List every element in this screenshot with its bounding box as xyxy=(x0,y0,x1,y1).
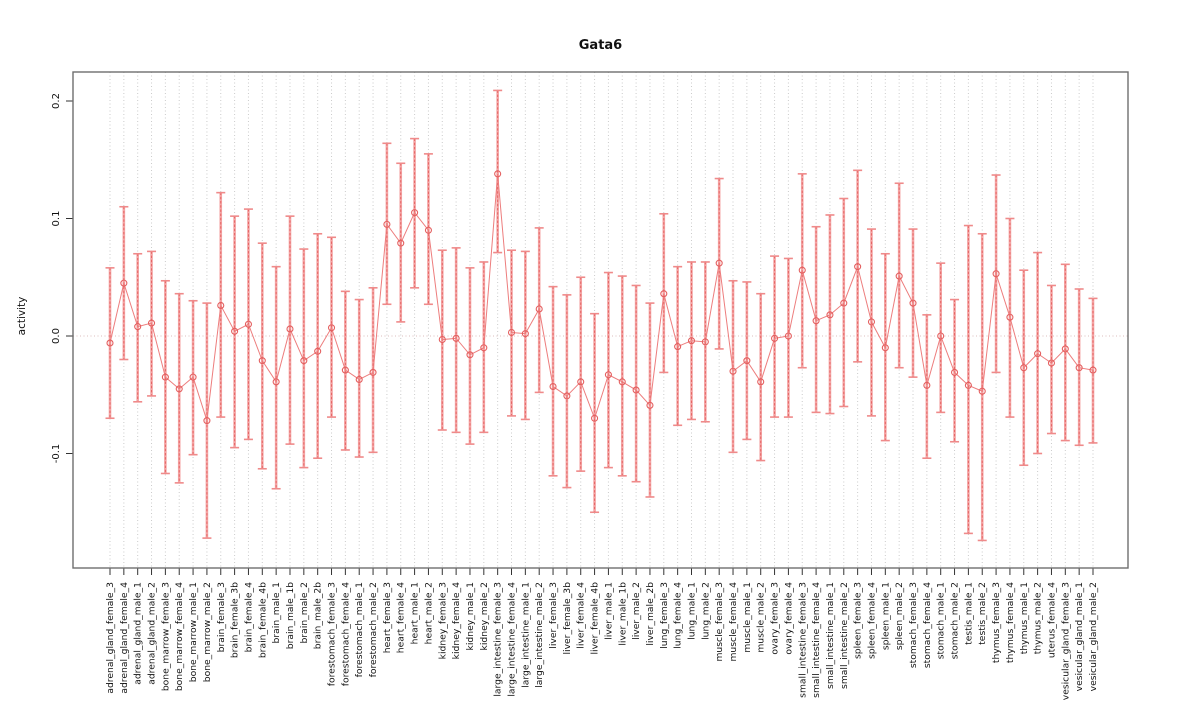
svg-text:uterus_female_4: uterus_female_4 xyxy=(1046,582,1057,658)
svg-text:muscle_male_2: muscle_male_2 xyxy=(756,582,767,653)
svg-text:muscle_female_4: muscle_female_4 xyxy=(728,582,739,662)
svg-text:stomach_female_3: stomach_female_3 xyxy=(908,582,919,668)
svg-text:bone_marrow_female_4: bone_marrow_female_4 xyxy=(174,582,185,691)
svg-text:adrenal_gland_female_4: adrenal_gland_female_4 xyxy=(119,582,130,694)
svg-text:forestomach_male_1: forestomach_male_1 xyxy=(354,582,365,677)
svg-text:bone_marrow_male_2: bone_marrow_male_2 xyxy=(202,582,213,682)
svg-text:forestomach_female_3: forestomach_female_3 xyxy=(327,582,338,686)
svg-text:stomach_male_2: stomach_male_2 xyxy=(950,582,961,659)
svg-text:liver_male_1b: liver_male_1b xyxy=(617,582,628,646)
svg-text:heart_female_4: heart_female_4 xyxy=(396,582,407,653)
svg-text:small_intestine_female_3: small_intestine_female_3 xyxy=(797,582,808,698)
svg-text:liver_male_2: liver_male_2 xyxy=(631,582,642,640)
svg-text:kidney_male_1: kidney_male_1 xyxy=(465,582,476,650)
svg-text:liver_male_1: liver_male_1 xyxy=(603,582,614,640)
svg-text:ovary_female_3: ovary_female_3 xyxy=(770,582,781,655)
svg-text:lung_male_2: lung_male_2 xyxy=(700,582,711,640)
svg-text:liver_male_2b: liver_male_2b xyxy=(645,582,656,646)
svg-text:thymus_female_4: thymus_female_4 xyxy=(1005,582,1016,663)
svg-text:adrenal_gland_male_1: adrenal_gland_male_1 xyxy=(133,582,144,685)
svg-text:muscle_female_3: muscle_female_3 xyxy=(714,582,725,662)
svg-text:adrenal_gland_female_3: adrenal_gland_female_3 xyxy=(105,582,116,694)
svg-text:large_intestine_male_1: large_intestine_male_1 xyxy=(520,582,531,688)
svg-text:thymus_male_2: thymus_male_2 xyxy=(1033,582,1044,654)
svg-text:brain_male_1: brain_male_1 xyxy=(271,582,282,643)
svg-text:brain_male_2: brain_male_2 xyxy=(299,582,310,643)
svg-text:testis_male_1: testis_male_1 xyxy=(963,582,974,645)
svg-text:brain_female_4: brain_female_4 xyxy=(243,582,254,652)
svg-text:liver_female_3b: liver_female_3b xyxy=(562,582,573,655)
svg-text:ovary_female_4: ovary_female_4 xyxy=(783,582,794,655)
svg-text:kidney_male_2: kidney_male_2 xyxy=(479,582,490,650)
svg-text:spleen_male_2: spleen_male_2 xyxy=(894,582,905,650)
svg-text:vesicular_gland_male_2: vesicular_gland_male_2 xyxy=(1088,582,1099,691)
svg-text:thymus_female_3: thymus_female_3 xyxy=(991,582,1002,663)
svg-text:adrenal_gland_male_2: adrenal_gland_male_2 xyxy=(147,582,158,685)
svg-text:brain_female_3: brain_female_3 xyxy=(216,582,227,652)
svg-text:brain_male_2b: brain_male_2b xyxy=(313,582,324,649)
svg-text:-0.1: -0.1 xyxy=(51,444,62,464)
svg-text:0.0: 0.0 xyxy=(51,328,62,344)
svg-text:kidney_female_3: kidney_female_3 xyxy=(437,582,448,659)
svg-text:small_intestine_male_2: small_intestine_male_2 xyxy=(839,582,850,689)
svg-text:large_intestine_male_2: large_intestine_male_2 xyxy=(534,582,545,688)
svg-text:bone_marrow_female_3: bone_marrow_female_3 xyxy=(160,582,171,691)
svg-text:testis_male_2: testis_male_2 xyxy=(977,582,988,645)
svg-text:spleen_male_1: spleen_male_1 xyxy=(880,582,891,650)
svg-text:kidney_female_4: kidney_female_4 xyxy=(451,582,462,659)
svg-text:small_intestine_female_4: small_intestine_female_4 xyxy=(811,582,822,698)
svg-text:stomach_male_1: stomach_male_1 xyxy=(936,582,947,659)
svg-text:brain_female_4b: brain_female_4b xyxy=(257,582,268,658)
svg-text:heart_male_2: heart_male_2 xyxy=(423,582,434,644)
svg-text:large_intestine_female_3: large_intestine_female_3 xyxy=(493,582,504,697)
svg-text:stomach_female_4: stomach_female_4 xyxy=(922,582,933,668)
svg-text:liver_female_4: liver_female_4 xyxy=(576,582,587,649)
svg-text:large_intestine_female_4: large_intestine_female_4 xyxy=(507,582,518,697)
svg-text:heart_female_3: heart_female_3 xyxy=(382,582,393,653)
chart-title: Gata6 xyxy=(578,38,623,53)
svg-text:thymus_male_1: thymus_male_1 xyxy=(1019,582,1030,654)
svg-text:lung_female_4: lung_female_4 xyxy=(673,582,684,649)
svg-text:heart_male_1: heart_male_1 xyxy=(410,582,421,644)
svg-text:lung_male_1: lung_male_1 xyxy=(686,582,697,640)
svg-text:liver_female_4b: liver_female_4b xyxy=(590,582,601,655)
svg-text:brain_male_1b: brain_male_1b xyxy=(285,582,296,649)
svg-text:forestomach_female_4: forestomach_female_4 xyxy=(340,582,351,686)
svg-text:liver_female_3: liver_female_3 xyxy=(548,582,559,649)
svg-text:spleen_female_4: spleen_female_4 xyxy=(866,582,877,659)
svg-text:0.1: 0.1 xyxy=(51,211,62,227)
svg-text:muscle_male_1: muscle_male_1 xyxy=(742,582,753,653)
svg-text:bone_marrow_male_1: bone_marrow_male_1 xyxy=(188,582,199,682)
svg-text:brain_female_3b: brain_female_3b xyxy=(230,582,241,658)
svg-text:lung_female_3: lung_female_3 xyxy=(659,582,670,649)
svg-text:small_intestine_male_1: small_intestine_male_1 xyxy=(825,582,836,689)
svg-text:forestomach_male_2: forestomach_male_2 xyxy=(368,582,379,677)
svg-text:0.2: 0.2 xyxy=(51,93,62,109)
svg-text:spleen_female_3: spleen_female_3 xyxy=(853,582,864,659)
svg-text:vesicular_gland_female_3: vesicular_gland_female_3 xyxy=(1060,582,1071,700)
svg-text:vesicular_gland_male_1: vesicular_gland_male_1 xyxy=(1074,582,1085,691)
